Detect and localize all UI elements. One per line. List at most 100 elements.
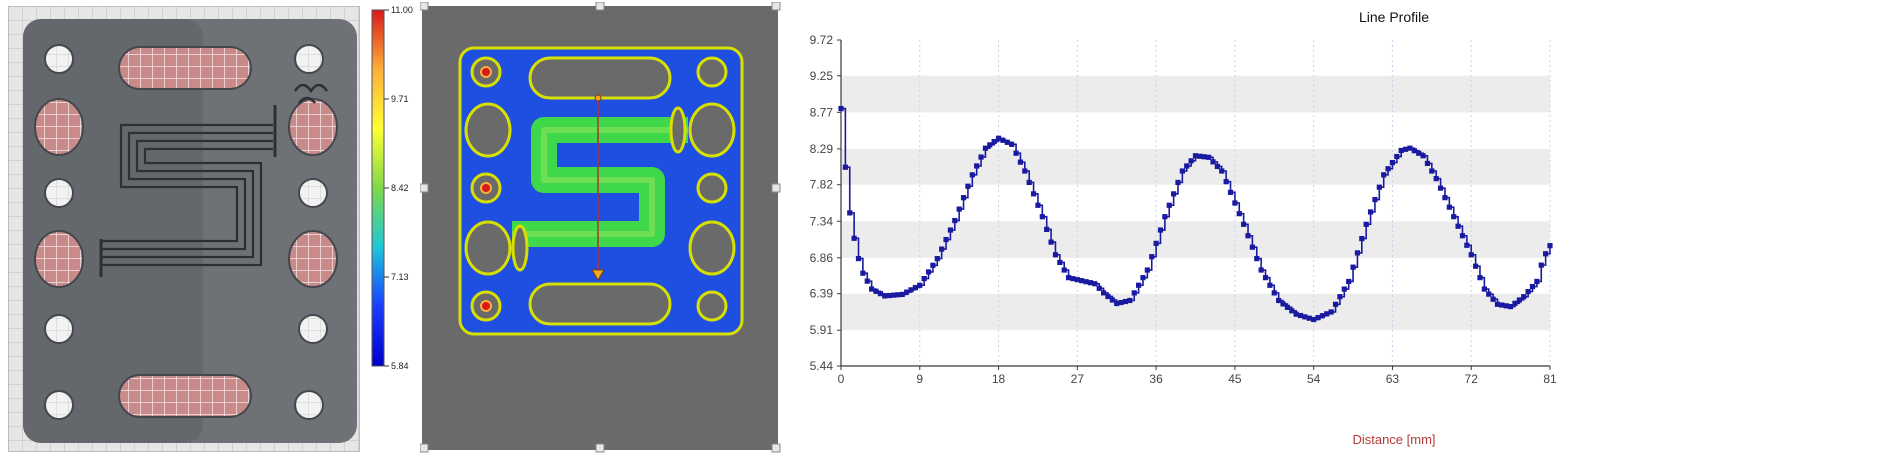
data-point [1464, 242, 1470, 248]
hot-spot [480, 66, 492, 78]
heatmap-hole [688, 220, 736, 276]
hot-spot [480, 300, 492, 312]
data-point [1534, 278, 1540, 285]
data-point [1538, 262, 1544, 268]
data-point [1232, 200, 1238, 206]
chart-title: Line Profile [1359, 9, 1429, 25]
heatmap-hole [669, 106, 687, 154]
data-point [1140, 275, 1146, 281]
data-point [1521, 294, 1527, 300]
data-point [899, 291, 905, 298]
data-point [895, 292, 901, 298]
y-tick-label: 5.91 [810, 323, 834, 337]
data-point [939, 246, 945, 252]
data-point [1455, 223, 1461, 229]
data-point [886, 292, 892, 299]
data-point [1516, 297, 1522, 303]
handle-left[interactable] [420, 183, 429, 193]
data-point [1175, 179, 1181, 186]
handle-bottom-right[interactable] [771, 443, 781, 453]
handle-top[interactable] [595, 2, 605, 11]
data-point [1547, 243, 1553, 249]
heatmap-hole [464, 102, 512, 158]
data-point [982, 145, 989, 151]
data-point [960, 195, 967, 201]
data-point [1048, 239, 1054, 245]
data-point [860, 270, 866, 276]
data-point [1009, 141, 1015, 147]
y-tick-label: 8.29 [810, 142, 834, 156]
data-point [1543, 251, 1549, 257]
grid-band [841, 293, 1550, 331]
colorbar-tick-label: 5.84 [391, 361, 409, 371]
heatmap-hole [696, 56, 728, 88]
data-point [1100, 290, 1107, 296]
data-point [1249, 244, 1255, 250]
data-point [1420, 153, 1426, 159]
data-point [1494, 301, 1501, 307]
data-point [1017, 159, 1024, 165]
colorbar-tick-label: 7.13 [391, 272, 409, 282]
handle-right[interactable] [771, 183, 781, 193]
handle-bottom-left[interactable] [420, 443, 429, 453]
data-point [1127, 297, 1133, 304]
data-point [1219, 168, 1225, 174]
data-point [1381, 172, 1387, 178]
data-point [1451, 214, 1457, 220]
data-point [1022, 168, 1028, 174]
colorbar-gradient [371, 9, 385, 367]
data-point [1411, 148, 1417, 154]
data-point [1026, 179, 1032, 186]
data-point [974, 163, 980, 169]
data-point [1258, 267, 1264, 273]
handle-top-right[interactable] [771, 2, 781, 11]
data-point [1398, 147, 1404, 154]
handle-top-left[interactable] [420, 2, 429, 11]
data-point [1328, 309, 1334, 315]
data-point [1236, 211, 1242, 217]
data-point [1499, 302, 1505, 308]
data-point [864, 278, 870, 284]
data-point [1223, 179, 1229, 185]
data-point [1070, 276, 1076, 282]
data-point [1262, 275, 1269, 281]
data-point [1118, 299, 1124, 306]
data-point [908, 287, 914, 293]
data-point [1000, 137, 1006, 143]
grid-band [841, 75, 1550, 113]
profile-start-handle[interactable] [594, 94, 602, 102]
data-point [1171, 191, 1177, 197]
data-point [1179, 168, 1185, 174]
data-point [969, 172, 975, 178]
data-point [1092, 281, 1098, 287]
x-axis-label: Distance [mm] [1352, 432, 1435, 447]
data-point [1459, 233, 1466, 239]
data-point [1372, 196, 1378, 203]
data-point [1061, 267, 1067, 273]
data-point [1389, 160, 1396, 166]
data-point [1416, 150, 1422, 156]
data-point [1429, 168, 1435, 174]
y-tick-label: 6.86 [810, 251, 834, 265]
grid-band [841, 221, 1550, 258]
data-point [1184, 163, 1190, 169]
profile-end-handle[interactable] [591, 269, 605, 281]
data-point [904, 289, 910, 295]
data-point [882, 293, 888, 299]
data-point [1490, 296, 1496, 302]
colorbar-tick-label: 11.00 [391, 5, 413, 15]
data-point [1346, 278, 1352, 285]
data-point [1481, 286, 1487, 292]
heatmap-hole [511, 224, 529, 272]
data-point [1057, 259, 1063, 266]
heatmap-hole [696, 172, 728, 204]
data-point [1529, 283, 1536, 290]
handle-bottom[interactable] [595, 443, 605, 453]
x-tick-label: 27 [1071, 372, 1085, 386]
data-point [991, 138, 997, 145]
data-point [1166, 202, 1172, 208]
data-point [1136, 282, 1142, 288]
data-point [1206, 154, 1212, 160]
data-point [1324, 311, 1330, 317]
data-point [1087, 280, 1094, 286]
